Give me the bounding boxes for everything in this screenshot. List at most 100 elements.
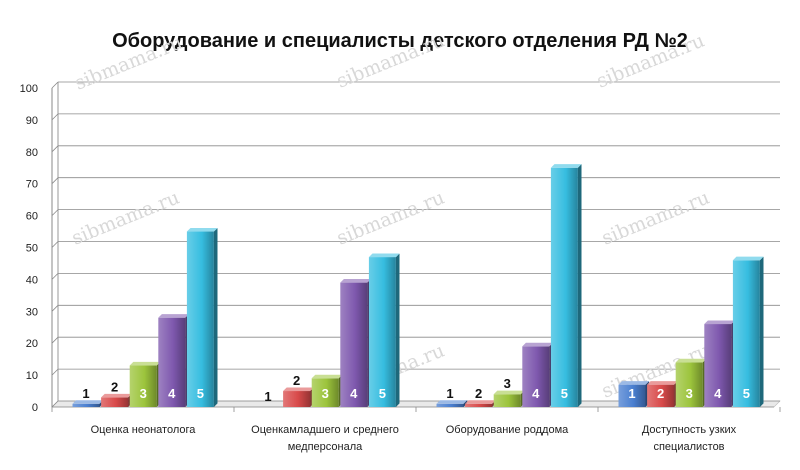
bar-top (550, 164, 582, 168)
bar-label: 2 (657, 386, 664, 401)
bar (186, 227, 218, 407)
bar-front (72, 403, 100, 407)
bar-front (368, 257, 396, 407)
bar-label: 2 (475, 386, 482, 401)
y-tick-label: 0 (32, 402, 38, 414)
bar-top (618, 381, 650, 385)
watermark: sibmama.ru (69, 187, 183, 250)
bar-top (436, 400, 468, 404)
y-tick-label: 100 (20, 83, 38, 95)
bar-front (522, 346, 550, 407)
gridline-edge (51, 145, 59, 153)
bar-top (158, 314, 189, 318)
bar (311, 374, 343, 407)
gridline-edge (51, 336, 59, 344)
watermark: sibmama.ru (334, 187, 448, 250)
bar (436, 400, 468, 407)
x-category-label: медперсонала (288, 441, 363, 453)
bar (283, 387, 314, 407)
bar-label: 5 (379, 386, 386, 401)
bar-top (129, 361, 161, 366)
bar-side (759, 256, 764, 407)
bar-top (101, 393, 132, 398)
chart-title: Оборудование и специалисты детского отде… (112, 30, 688, 52)
bar (158, 314, 189, 407)
y-tick-label: 20 (26, 338, 38, 350)
y-tick-label: 40 (26, 274, 38, 286)
bar-front (493, 394, 521, 407)
watermark: sibmama.ru (599, 187, 713, 250)
y-tick-label: 90 (26, 115, 38, 127)
gridline-edge (51, 241, 59, 248)
gridline-edge (51, 113, 59, 121)
bar (675, 358, 707, 407)
bar-label: 1 (82, 386, 89, 401)
bar-side (577, 164, 582, 407)
bar-front (550, 167, 578, 407)
bar-top (647, 381, 678, 385)
bar-label: 4 (168, 386, 176, 401)
bar-top (522, 342, 553, 347)
bar-label: 2 (293, 373, 300, 388)
gridline-edge (51, 273, 59, 280)
gridline-edge (51, 209, 59, 216)
bar-front (283, 391, 311, 407)
bar-label: 3 (504, 376, 511, 391)
y-tick-label: 10 (26, 370, 38, 382)
bar-label: 4 (532, 386, 540, 401)
gridline-edge (51, 305, 59, 312)
bar-top (465, 400, 496, 404)
gridline-edge (51, 177, 59, 184)
bar-front (158, 317, 186, 407)
bar-front (101, 397, 129, 407)
x-category-label: специалистов (653, 441, 724, 453)
gridline-edge (51, 81, 59, 89)
bar (368, 253, 400, 407)
gridline-edge (51, 400, 59, 408)
bar-front (129, 365, 157, 407)
bar-top (72, 400, 104, 404)
watermark: sibmama.ru (334, 30, 448, 93)
bar-label: 2 (111, 379, 118, 394)
y-tick-label: 70 (26, 179, 38, 191)
bar (550, 164, 582, 407)
bar-front (647, 384, 675, 407)
bar-front (704, 324, 732, 407)
bar-label: 3 (686, 386, 693, 401)
bar-front (311, 378, 339, 407)
bar (732, 256, 764, 407)
bar (72, 400, 104, 407)
x-category-label: Оценкамладшего и среднего (251, 424, 399, 436)
bar-top (311, 374, 343, 379)
gridline-edge (51, 368, 59, 376)
bar-front (465, 403, 493, 407)
bar-top (493, 390, 525, 395)
y-tick-label: 30 (26, 306, 38, 318)
bar-label: 5 (561, 386, 568, 401)
bar-label: 4 (350, 386, 358, 401)
bar-label: 1 (446, 386, 453, 401)
bar (465, 400, 496, 407)
watermark: sibmama.ru (594, 30, 708, 93)
bar-top (675, 358, 707, 363)
bar-front (675, 362, 703, 407)
x-category-label: Доступность узких (642, 424, 737, 436)
y-tick-label: 60 (26, 211, 38, 223)
bar-top (704, 320, 735, 325)
bar-top (283, 387, 314, 392)
bar-label: 3 (322, 386, 329, 401)
bar-front (436, 403, 464, 407)
bar-label: 5 (743, 386, 750, 401)
bar-front (186, 231, 214, 407)
x-category-label: Оборудование роддома (446, 424, 569, 436)
bar-label: 5 (197, 386, 204, 401)
bar-front (340, 282, 368, 407)
bar (493, 390, 525, 407)
x-category-label: Оценка неонатолога (91, 424, 197, 436)
bar-side (463, 400, 468, 407)
bar-side (213, 227, 218, 407)
y-tick-label: 80 (26, 147, 38, 159)
bar-front (618, 384, 646, 407)
